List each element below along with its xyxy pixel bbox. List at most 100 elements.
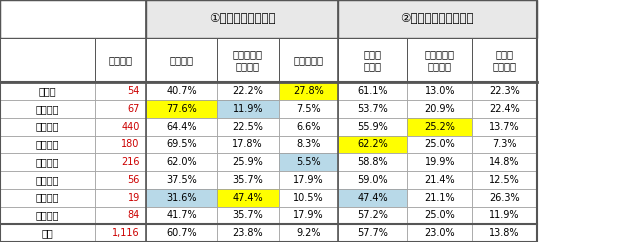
Text: 9.2%: 9.2% (296, 228, 320, 238)
Bar (95, 153, 146, 171)
Text: 21.1%: 21.1% (424, 193, 455, 203)
Text: 40.7%: 40.7% (166, 86, 197, 96)
Bar (146, 100, 217, 118)
Bar (279, 224, 338, 242)
Bar (472, 189, 537, 206)
Text: 54: 54 (128, 86, 140, 96)
Bar (338, 100, 407, 118)
Text: 22.2%: 22.2% (232, 86, 263, 96)
Bar (407, 136, 472, 153)
Bar (217, 153, 279, 171)
Bar (279, 82, 338, 100)
Bar (279, 171, 338, 189)
Text: 中部地方: 中部地方 (36, 139, 59, 149)
Text: 22.3%: 22.3% (489, 86, 520, 96)
Bar (407, 206, 472, 224)
Bar (0, 0, 146, 38)
Text: 8.3%: 8.3% (296, 139, 320, 149)
Text: 62.0%: 62.0% (166, 157, 197, 167)
Bar (217, 100, 279, 118)
Text: 60.7%: 60.7% (166, 228, 197, 238)
Bar (95, 171, 146, 189)
Text: 回答総数: 回答総数 (108, 55, 133, 65)
Text: 近畿地方: 近畿地方 (36, 157, 59, 167)
Bar (146, 0, 338, 38)
Bar (146, 189, 217, 206)
Text: 13.0%: 13.0% (424, 86, 455, 96)
Bar (146, 38, 217, 82)
Text: 47.4%: 47.4% (233, 193, 263, 203)
Text: 関東地方: 関東地方 (36, 122, 59, 132)
Text: 10.5%: 10.5% (293, 193, 324, 203)
Bar (217, 82, 279, 100)
Text: 被害を
受ける: 被害を 受ける (363, 49, 381, 71)
Text: 25.0%: 25.0% (424, 139, 455, 149)
Text: 14.8%: 14.8% (489, 157, 520, 167)
Bar (217, 224, 279, 242)
Text: 北海道: 北海道 (38, 86, 56, 96)
Text: 47.4%: 47.4% (357, 193, 388, 203)
Bar (472, 100, 537, 118)
Text: どちらとも
いえない: どちらとも いえない (425, 49, 454, 71)
Bar (472, 153, 537, 171)
Bar (95, 100, 146, 118)
Bar (279, 100, 338, 118)
Text: 59.0%: 59.0% (357, 175, 388, 185)
Bar (146, 206, 217, 224)
Bar (146, 136, 217, 153)
Text: 27.8%: 27.8% (293, 86, 324, 96)
Bar (0, 224, 95, 242)
Bar (95, 136, 146, 153)
Bar (0, 82, 95, 100)
Bar (0, 189, 95, 206)
Text: ②被害を受ける可能性: ②被害を受ける可能性 (401, 12, 474, 25)
Bar (338, 0, 537, 38)
Bar (407, 224, 472, 242)
Bar (95, 118, 146, 136)
Text: 67: 67 (128, 104, 140, 114)
Text: 7.5%: 7.5% (296, 104, 320, 114)
Text: 17.9%: 17.9% (293, 210, 324, 220)
Text: 41.7%: 41.7% (166, 210, 197, 220)
Bar (95, 38, 146, 82)
Bar (338, 82, 407, 100)
Text: 発生する: 発生する (169, 55, 194, 65)
Text: 6.6%: 6.6% (296, 122, 320, 132)
Bar (279, 189, 338, 206)
Bar (0, 0, 537, 242)
Text: 25.9%: 25.9% (233, 157, 263, 167)
Bar (279, 136, 338, 153)
Text: 22.5%: 22.5% (232, 122, 263, 132)
Text: 被害を
受けない: 被害を 受けない (492, 49, 517, 71)
Bar (146, 153, 217, 171)
Bar (338, 118, 407, 136)
Text: 1,116: 1,116 (112, 228, 140, 238)
Text: 中国地方: 中国地方 (36, 175, 59, 185)
Text: 7.3%: 7.3% (492, 139, 517, 149)
Text: 11.9%: 11.9% (233, 104, 263, 114)
Text: 九州地方: 九州地方 (36, 210, 59, 220)
Bar (146, 224, 217, 242)
Bar (217, 171, 279, 189)
Text: 21.4%: 21.4% (424, 175, 455, 185)
Bar (146, 171, 217, 189)
Text: どちらとも
いえない: どちらとも いえない (233, 49, 263, 71)
Text: 62.2%: 62.2% (357, 139, 388, 149)
Text: 19: 19 (128, 193, 140, 203)
Text: 69.5%: 69.5% (166, 139, 197, 149)
Text: 84: 84 (128, 210, 140, 220)
Text: 13.7%: 13.7% (489, 122, 520, 132)
Text: 11.9%: 11.9% (489, 210, 520, 220)
Text: 61.1%: 61.1% (357, 86, 388, 96)
Text: 56: 56 (128, 175, 140, 185)
Text: 37.5%: 37.5% (166, 175, 197, 185)
Bar (279, 38, 338, 82)
Bar (338, 206, 407, 224)
Bar (95, 206, 146, 224)
Bar (279, 118, 338, 136)
Bar (217, 118, 279, 136)
Text: 216: 216 (121, 157, 140, 167)
Bar (407, 100, 472, 118)
Bar (407, 189, 472, 206)
Text: 57.2%: 57.2% (357, 210, 388, 220)
